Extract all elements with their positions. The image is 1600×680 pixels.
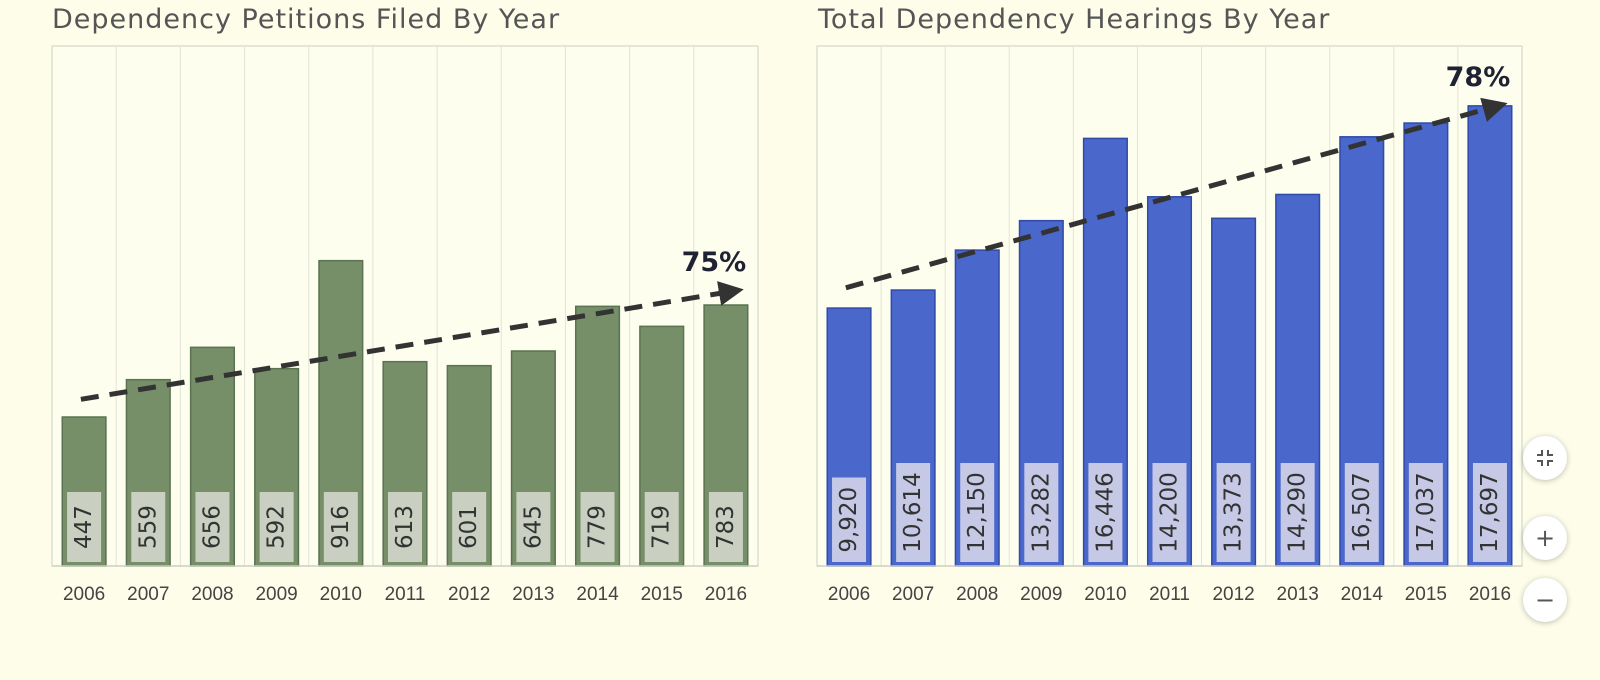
value-label: 656 <box>199 505 225 549</box>
value-label-box <box>1344 463 1379 562</box>
value-label-box <box>960 463 995 562</box>
x-tick-label: 2014 <box>576 584 619 605</box>
value-label: 559 <box>135 505 161 549</box>
chart-0: 447 2006 559 2007 656 2008 592 2009 916 2010 613 20… <box>51 45 759 605</box>
value-label: 16,446 <box>1092 472 1118 552</box>
chart-title-hearings: Total Dependency Hearings By Year <box>818 4 1331 35</box>
value-label-box <box>1280 463 1315 562</box>
value-label-box <box>259 492 294 562</box>
x-tick-label: 2012 <box>1212 584 1254 605</box>
value-label: 779 <box>585 505 611 549</box>
fit-view-button[interactable] <box>1523 436 1567 480</box>
x-tick-label: 2007 <box>892 584 934 605</box>
value-label-box <box>388 492 422 562</box>
x-tick-label: 2013 <box>1277 584 1319 605</box>
value-label: 645 <box>520 505 546 549</box>
value-label-box <box>580 492 615 562</box>
trend-arrow <box>845 97 1508 291</box>
value-label: 10,614 <box>900 472 926 552</box>
value-label-box <box>195 492 230 562</box>
value-label-box <box>1024 463 1059 562</box>
value-label: 613 <box>392 505 418 549</box>
value-label: 601 <box>456 505 482 549</box>
value-label: 14,290 <box>1285 472 1311 552</box>
value-label: 13,282 <box>1028 472 1054 552</box>
value-label-box <box>1216 463 1251 562</box>
value-label-box <box>67 492 102 562</box>
value-label-box <box>1472 463 1507 562</box>
trend-percent-label: 75% <box>682 247 747 278</box>
x-tick-label: 2009 <box>1020 584 1062 605</box>
minus-icon: − <box>1534 586 1556 614</box>
value-label-box <box>452 492 487 562</box>
value-label: 17,697 <box>1477 472 1503 552</box>
value-label: 13,373 <box>1221 472 1247 552</box>
x-tick-label: 2008 <box>191 584 233 605</box>
value-label-box <box>131 492 166 562</box>
zoom-in-button[interactable]: + <box>1523 516 1567 560</box>
x-tick-label: 2010 <box>1084 584 1126 605</box>
value-label: 592 <box>264 505 290 549</box>
value-label-box <box>1152 463 1187 562</box>
plus-icon: + <box>1534 524 1556 552</box>
value-label: 12,150 <box>964 472 990 552</box>
x-tick-label: 2006 <box>63 584 105 605</box>
value-label-box <box>323 492 358 562</box>
x-tick-label: 2013 <box>512 584 554 605</box>
value-label: 14,200 <box>1157 472 1183 552</box>
x-tick-label: 2011 <box>385 584 426 605</box>
x-tick-label: 2016 <box>705 584 747 605</box>
x-tick-label: 2015 <box>641 584 683 605</box>
zoom-out-button[interactable]: − <box>1523 578 1567 622</box>
value-label-box <box>832 477 867 562</box>
value-label-box <box>644 492 679 562</box>
x-tick-label: 2008 <box>956 584 998 605</box>
trend-percent-label: 78% <box>1446 62 1511 93</box>
x-tick-label: 2016 <box>1469 584 1511 605</box>
value-label: 17,037 <box>1413 472 1439 552</box>
x-tick-label: 2011 <box>1149 584 1190 605</box>
value-label-box <box>1408 463 1443 562</box>
x-tick-label: 2012 <box>448 584 490 605</box>
value-label: 916 <box>328 505 354 549</box>
value-label: 16,507 <box>1349 472 1375 552</box>
x-tick-label: 2015 <box>1405 584 1447 605</box>
x-tick-label: 2006 <box>828 584 870 605</box>
value-label: 9,920 <box>836 487 862 553</box>
x-tick-label: 2014 <box>1341 584 1384 605</box>
value-label: 447 <box>71 505 97 549</box>
chart-title-petitions: Dependency Petitions Filed By Year <box>52 4 561 35</box>
value-label-box <box>1088 463 1123 562</box>
x-tick-label: 2010 <box>320 584 362 605</box>
value-label: 783 <box>713 505 739 549</box>
value-label-box <box>896 463 931 562</box>
value-label-box <box>708 492 743 562</box>
chart-1: 9,920 2006 10,614 2007 12,150 2008 13,282 2009 1… <box>816 45 1523 605</box>
collapse-icon <box>1537 450 1553 466</box>
trend-arrow <box>80 281 744 402</box>
x-tick-label: 2009 <box>255 584 297 605</box>
value-label: 719 <box>649 505 675 549</box>
x-tick-label: 2007 <box>127 584 169 605</box>
value-label-box <box>516 492 551 562</box>
